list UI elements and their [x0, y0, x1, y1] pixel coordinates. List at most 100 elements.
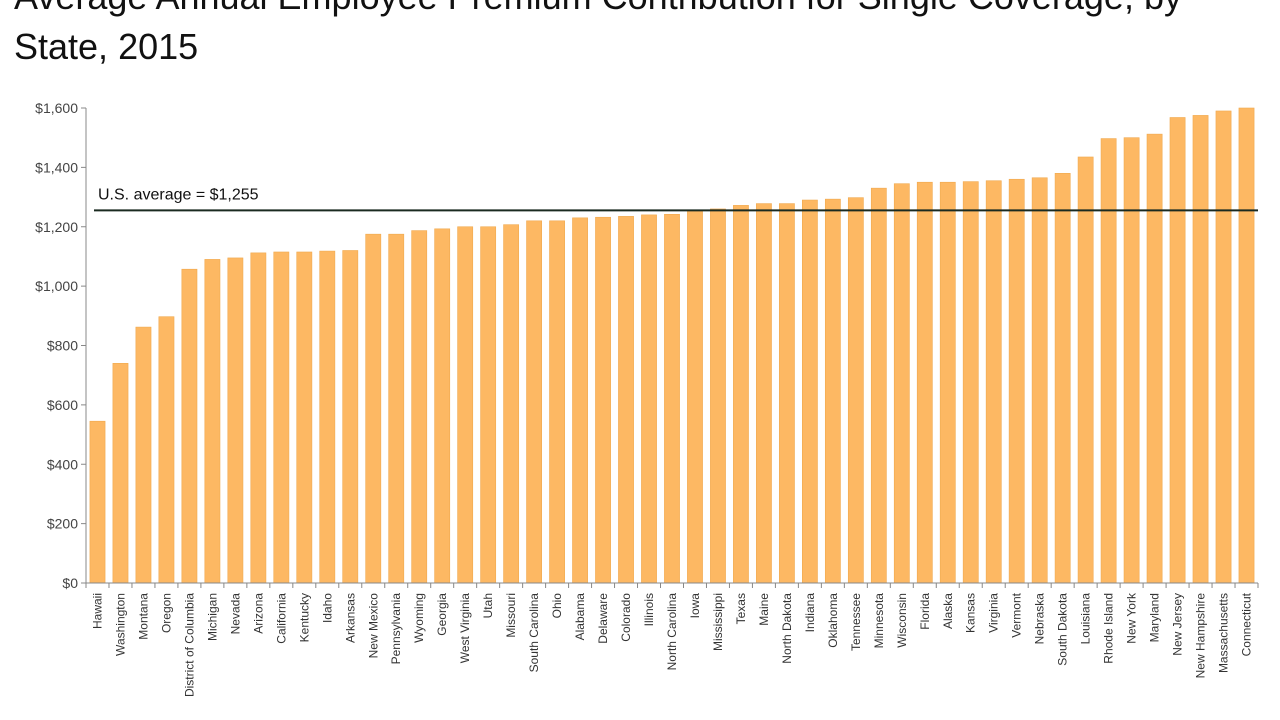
x-tick-label: Mississippi: [711, 593, 725, 651]
x-tick-label: Arkansas: [343, 593, 357, 643]
x-tick-label: Rhode Island: [1102, 593, 1116, 664]
bar: [664, 213, 680, 584]
x-tick-label: West Virginia: [458, 593, 472, 664]
x-tick-label: New Jersey: [1171, 593, 1185, 656]
bar: [549, 220, 565, 584]
x-tick-label: Maryland: [1148, 593, 1162, 642]
bar: [870, 187, 887, 584]
x-tick-label: Texas: [734, 593, 748, 624]
y-tick-label: $800: [47, 338, 78, 354]
bar: [847, 197, 864, 584]
x-tick-label: Louisiana: [1079, 593, 1093, 645]
x-tick-label: New Mexico: [366, 593, 380, 659]
bar: [434, 228, 451, 584]
bar: [824, 198, 841, 584]
x-tick-label: Minnesota: [872, 593, 886, 649]
bar: [204, 259, 221, 584]
bar: [710, 208, 726, 584]
x-tick-label: Nebraska: [1033, 593, 1047, 645]
x-tick-label: Wyoming: [412, 593, 426, 643]
bar: [1238, 107, 1255, 584]
chart-title: Average Annual Employee Premium Contribu…: [14, 0, 1182, 67]
x-tick-label: Kansas: [964, 593, 978, 633]
x-tick-label: Connecticut: [1240, 592, 1254, 656]
x-tick-label: Tennessee: [849, 593, 863, 651]
x-tick-label: Wisconsin: [895, 593, 909, 648]
x-tick-label: Vermont: [1010, 592, 1024, 637]
x-tick-label: Illinois: [642, 593, 656, 626]
y-tick-label: $1,200: [35, 219, 78, 235]
bar: [1215, 110, 1232, 584]
x-tick-label: North Carolina: [665, 593, 679, 671]
bar: [572, 217, 588, 584]
x-tick-label: Iowa: [688, 593, 702, 619]
y-tick-label: $400: [47, 456, 78, 472]
y-axis: $0 $200 $400 $600 $800 $1,000 $1,200 $1,400 $1,6…: [35, 100, 87, 591]
bar: [296, 251, 313, 584]
bar: [342, 250, 359, 584]
bar: [365, 233, 382, 584]
bar: [801, 199, 818, 584]
x-tick-label: California: [274, 593, 288, 644]
bar: [641, 214, 657, 584]
bars: [89, 107, 1255, 584]
bar: [595, 216, 611, 584]
bar: [733, 205, 749, 584]
x-tick-label: Washington: [113, 593, 127, 656]
bar: [916, 181, 933, 584]
bar: [158, 316, 175, 584]
x-tick-label: New York: [1125, 592, 1139, 644]
x-axis: Hawaii Washington Montana Oregon District of…: [85, 582, 1259, 697]
bar: [89, 420, 106, 584]
bar: [227, 257, 244, 584]
bar: [618, 216, 634, 584]
bar: [1146, 133, 1163, 584]
bar: [112, 363, 129, 584]
bar: [962, 181, 979, 584]
x-tick-label: Delaware: [596, 593, 610, 644]
x-tick-label: New Hampshire: [1194, 593, 1208, 679]
x-tick-label: South Dakota: [1056, 593, 1070, 666]
y-tick-label: $1,400: [35, 159, 78, 175]
x-tick-label: South Carolina: [527, 593, 541, 673]
x-tick-label: Alaska: [941, 593, 955, 629]
x-tick-label: Nevada: [228, 593, 242, 635]
bar: [1008, 178, 1025, 584]
x-tick-label: Colorado: [619, 593, 633, 642]
bar: [985, 180, 1002, 584]
x-tick-label: Oregon: [159, 593, 173, 633]
x-tick-label: Idaho: [320, 593, 334, 623]
bar: [457, 226, 474, 584]
bar: [526, 220, 543, 584]
y-tick-label: $1,000: [35, 278, 78, 294]
x-tick-label: Massachusetts: [1217, 593, 1231, 673]
x-tick-label: Arizona: [251, 593, 265, 634]
bar: [1123, 137, 1140, 584]
bar: [1031, 177, 1048, 584]
bar: [939, 181, 956, 584]
bar: [1192, 115, 1209, 584]
bar: [319, 250, 336, 584]
x-tick-label: Alabama: [573, 593, 587, 641]
x-tick-label: Georgia: [435, 593, 449, 636]
x-tick-label: Oklahoma: [826, 593, 840, 648]
x-tick-label: North Dakota: [780, 593, 794, 664]
x-tick-label: Pennsylvania: [389, 593, 403, 665]
bar: [388, 233, 405, 584]
x-tick-label: Missouri: [504, 593, 518, 638]
average-reference: U.S. average = $1,255: [94, 186, 1258, 212]
bar: [687, 210, 703, 584]
y-tick-label: $200: [47, 516, 78, 532]
average-line-label: U.S. average = $1,255: [98, 186, 259, 203]
bar: [273, 251, 290, 584]
y-tick-label: $1,600: [35, 100, 78, 116]
bar: [1100, 138, 1117, 584]
bar: [1169, 117, 1186, 584]
bar: [1054, 173, 1071, 584]
x-tick-label: Hawaii: [90, 593, 104, 629]
bar: [893, 183, 910, 584]
y-tick-label: $0: [62, 575, 78, 591]
bar: [503, 224, 520, 584]
x-tick-label: Utah: [481, 593, 495, 618]
